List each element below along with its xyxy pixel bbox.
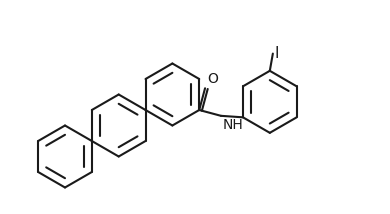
Text: O: O — [207, 72, 218, 86]
Text: NH: NH — [222, 118, 243, 132]
Text: I: I — [275, 46, 279, 61]
